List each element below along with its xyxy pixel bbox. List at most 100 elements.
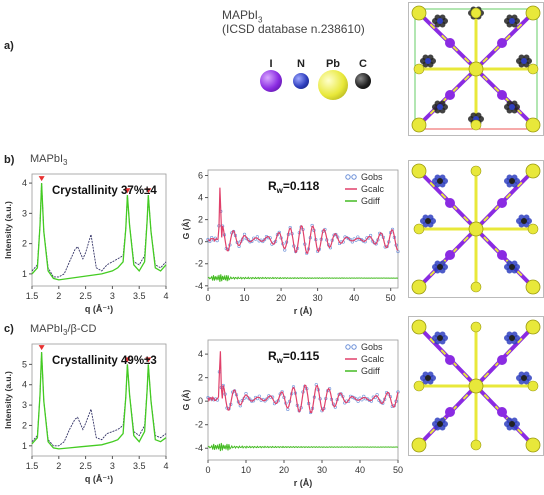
lead-atom xyxy=(471,166,481,176)
iodine-atom xyxy=(445,355,455,365)
lead-atom xyxy=(469,379,483,393)
x-tick-label: 4 xyxy=(163,461,168,471)
lead-atom-icon xyxy=(318,70,348,100)
x-tick-label: 2 xyxy=(56,461,61,471)
molecule-core-atom xyxy=(509,18,515,24)
molecule-core-atom xyxy=(521,375,527,381)
lead-atom xyxy=(528,381,538,391)
x-tick-label: 40 xyxy=(355,465,365,475)
molecule-core-atom xyxy=(437,421,443,427)
x-tick-label: 40 xyxy=(349,293,359,303)
lead-atom xyxy=(414,64,424,74)
y-axis-label: G (Å) xyxy=(181,218,191,239)
legend-label: Gdiff xyxy=(361,196,380,206)
crystal-structure-a-svg xyxy=(409,3,543,135)
y-tick-label: 3 xyxy=(22,400,27,410)
y-tick-label: 1 xyxy=(22,269,27,279)
lead-atom xyxy=(412,6,426,20)
x-tick-label: 0 xyxy=(205,465,210,475)
legend-label: Gdiff xyxy=(361,366,380,376)
molecule-core-atom xyxy=(509,335,515,341)
lead-atom xyxy=(412,280,426,294)
y-tick-label: 4 xyxy=(198,349,203,359)
legend-label: Gcalc xyxy=(361,184,385,194)
lead-atom xyxy=(526,438,540,452)
y-tick-label: 2 xyxy=(198,373,203,383)
lead-atom xyxy=(526,280,540,294)
legend-element-symbol: I xyxy=(258,58,284,70)
rw-annotation: Rw=0.115 xyxy=(268,349,320,365)
iodine-atom xyxy=(445,407,455,417)
iodine-atom xyxy=(445,90,455,100)
lead-atom xyxy=(528,64,538,74)
lead-atom xyxy=(471,282,481,292)
molecule-core-atom xyxy=(509,104,515,110)
y-tick-label: -4 xyxy=(195,443,203,453)
lead-atom xyxy=(528,224,538,234)
x-tick-label: 20 xyxy=(276,293,286,303)
x-tick-label: 30 xyxy=(317,465,327,475)
x-tick-label: 3.5 xyxy=(133,291,146,301)
x-axis-label: q (Å⁻¹) xyxy=(85,304,113,314)
crystal-structure-c-svg xyxy=(409,317,543,455)
molecule-core-atom xyxy=(437,335,443,341)
lead-atom xyxy=(469,222,483,236)
crystallinity-annotation: Crystallinity 49%±3 xyxy=(52,355,157,367)
x-tick-label: 50 xyxy=(386,293,396,303)
y-tick-label: -2 xyxy=(195,420,203,430)
x-tick-label: 2.5 xyxy=(79,291,92,301)
lead-atom xyxy=(471,8,481,18)
lead-atom xyxy=(471,120,481,130)
y-axis-label: Intensity (a.u.) xyxy=(3,371,13,429)
y-tick-label: 0 xyxy=(198,396,203,406)
iodine-atom xyxy=(497,250,507,260)
x-tick-label: 2 xyxy=(56,291,61,301)
x-tick-label: 3 xyxy=(110,461,115,471)
x-tick-label: 30 xyxy=(313,293,323,303)
y-tick-label: 3 xyxy=(22,208,27,218)
legend-element-lead: Pb xyxy=(316,58,350,100)
legend-element-iodine: I xyxy=(258,58,284,92)
y-tick-label: 4 xyxy=(198,193,203,203)
x-tick-label: 50 xyxy=(393,465,403,475)
x-axis-label: r (Å) xyxy=(294,478,313,488)
lead-atom xyxy=(526,6,540,20)
legend-label: Gobs xyxy=(361,342,383,352)
iodine-atom xyxy=(497,407,507,417)
legend-label: Gcalc xyxy=(361,354,385,364)
legend-element-symbol: N xyxy=(289,58,313,70)
legend-element-nitrogen: N xyxy=(289,58,313,89)
panel-a-database: (ICSD database n.238610) xyxy=(222,22,365,36)
y-tick-label: 4 xyxy=(22,380,27,390)
y-tick-label: 0 xyxy=(198,237,203,247)
lead-atom xyxy=(526,118,540,132)
iodine-atom xyxy=(445,38,455,48)
lead-atom xyxy=(526,164,540,178)
y-axis-label: Intensity (a.u.) xyxy=(3,201,13,259)
y-tick-label: -4 xyxy=(195,281,203,291)
compound-name: MAPbI xyxy=(222,8,258,22)
molecule-core-atom xyxy=(509,178,515,184)
x-tick-label: 2.5 xyxy=(79,461,92,471)
x-tick-label: 3.5 xyxy=(133,461,146,471)
y-axis-label: G (Å) xyxy=(181,389,191,410)
pdf-chart-c: 0 10 20 30 40 50 -4 -2 0 2 4 r (Å) G (Å) Rw=0.115 Gobs… xyxy=(180,332,406,490)
iodine-atom-icon xyxy=(260,70,282,92)
lead-atom xyxy=(469,62,483,76)
crystal-structure-b-svg xyxy=(409,161,543,297)
x-tick-label: 3 xyxy=(110,291,115,301)
x-axis-label: q (Å⁻¹) xyxy=(85,474,113,484)
x-tick-label: 1.5 xyxy=(26,461,39,471)
xrd-chart-b: 1.5 2 2.5 3 3.5 41234q (Å⁻¹)Intensity (a.u.)C… xyxy=(2,166,172,316)
lead-atom xyxy=(412,118,426,132)
crystal-structure-a xyxy=(408,2,544,136)
lead-atom xyxy=(414,224,424,234)
x-tick-label: 1.5 xyxy=(26,291,39,301)
y-tick-label: 5 xyxy=(22,359,27,369)
panel-b-letter: b) xyxy=(4,154,14,166)
panel-b-compound: MAPbI xyxy=(30,153,63,165)
iodine-atom xyxy=(445,198,455,208)
molecule-core-atom xyxy=(437,178,443,184)
x-axis-label: r (Å) xyxy=(294,306,313,316)
molecule-core-atom xyxy=(509,421,515,427)
